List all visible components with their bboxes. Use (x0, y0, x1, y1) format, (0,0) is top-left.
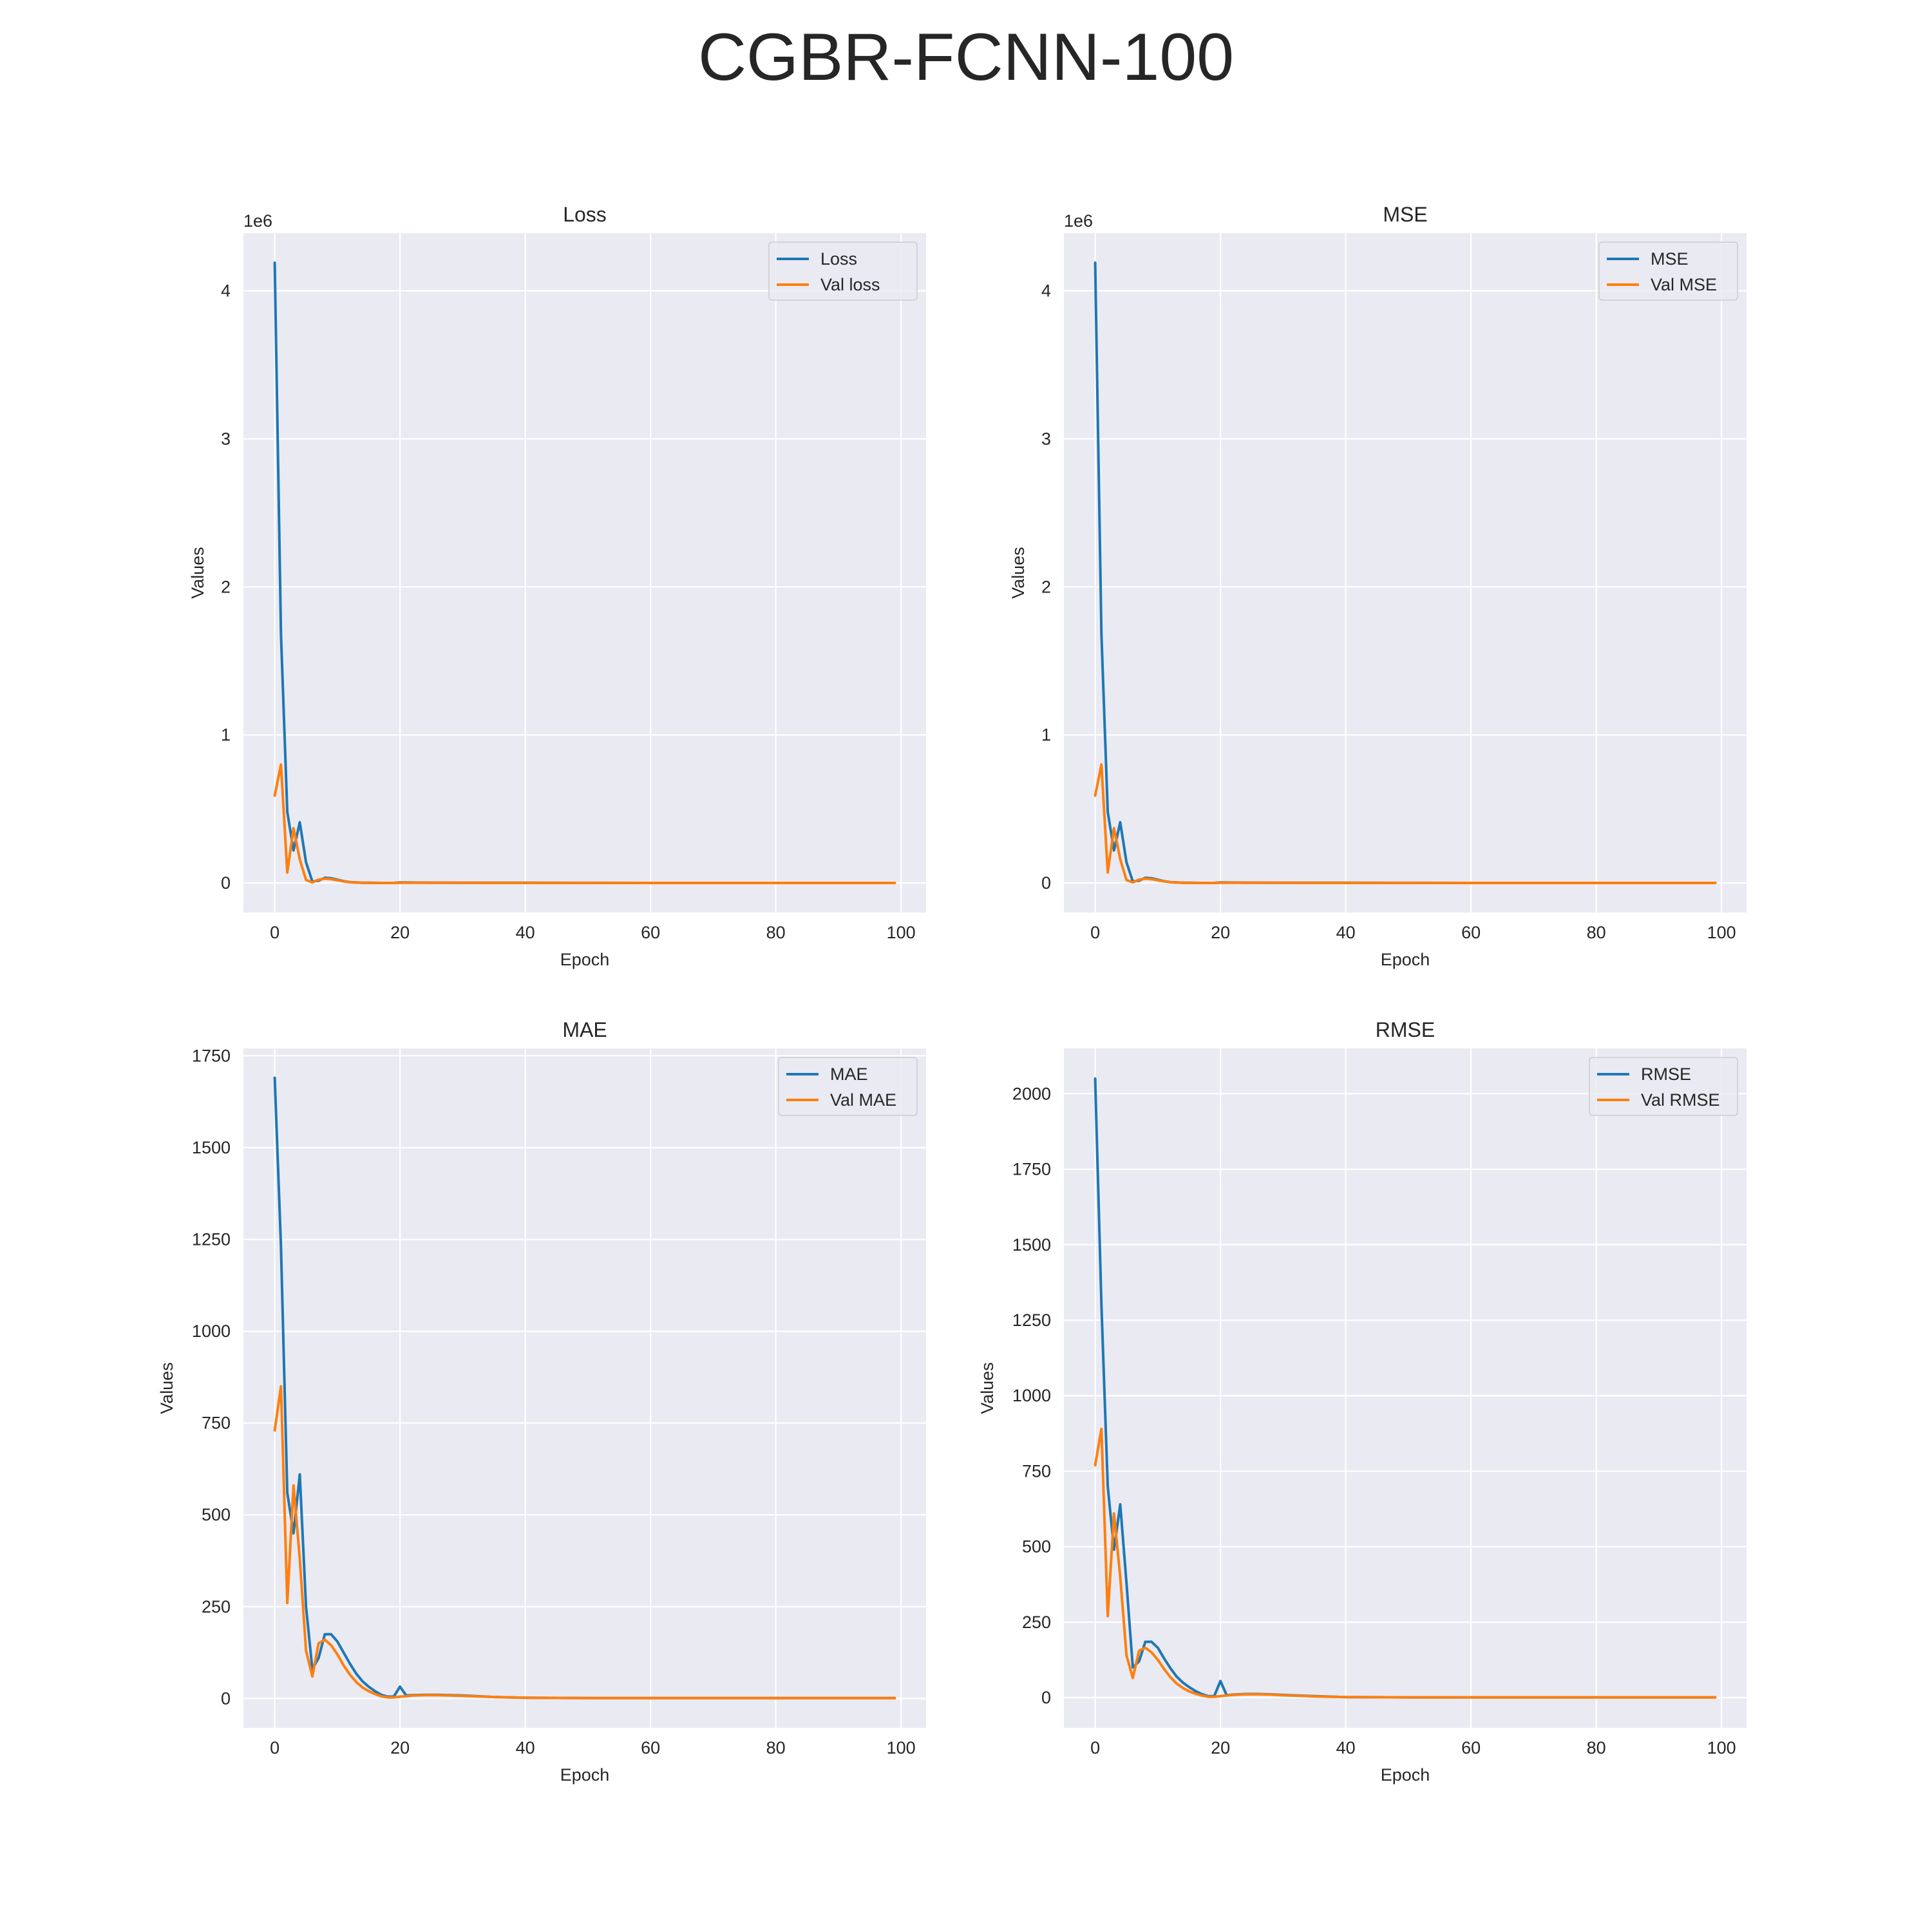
legend: MAE Val MAE (778, 1057, 918, 1116)
legend-label: MAE (830, 1065, 868, 1084)
x-tick-label: 100 (1707, 923, 1736, 942)
x-axis-label: Epoch (1381, 1765, 1430, 1785)
x-tick-label: 80 (766, 923, 786, 942)
y-tick-label: 1750 (1012, 1160, 1051, 1179)
subplot-rmse: 0 20 40 60 80 1000250500750100012501500175020… (978, 1018, 1747, 1785)
subplot-title: Loss (563, 203, 607, 226)
x-tick-label: 20 (1211, 1738, 1230, 1757)
y-tick-label: 1000 (192, 1321, 231, 1341)
y-axis-label: Values (1009, 547, 1028, 599)
x-tick-label: 20 (390, 923, 410, 942)
x-tick-label: 20 (1211, 923, 1230, 942)
x-tick-label: 60 (1461, 923, 1481, 942)
y-tick-label: 1 (221, 725, 231, 744)
y-tick-label: 1250 (192, 1230, 231, 1249)
x-tick-label: 0 (1090, 1738, 1100, 1757)
legend: Loss Val loss (768, 242, 918, 301)
series-line-val-loss (273, 763, 896, 884)
y-tick-label: 0 (221, 873, 231, 893)
y-tick-label: 500 (1022, 1537, 1051, 1557)
y-tick-label: 500 (202, 1505, 231, 1524)
y-tick-label: 2 (221, 577, 231, 596)
x-tick-label: 60 (641, 1738, 660, 1757)
y-tick-label: 0 (1041, 1688, 1051, 1707)
y-axis-label: Values (188, 547, 207, 599)
legend-label: Loss (820, 249, 857, 269)
x-tick-label: 20 (390, 1738, 410, 1757)
x-tick-label: 0 (270, 1738, 279, 1757)
y-tick-label: 1500 (192, 1138, 231, 1157)
legend-label: Val MAE (830, 1090, 896, 1110)
y-axis-label: Values (157, 1362, 176, 1414)
legend-label: MSE (1651, 249, 1689, 269)
x-tick-label: 60 (641, 923, 660, 942)
y-tick-label: 750 (202, 1414, 231, 1433)
subplot-mse: 0 20 40 60 80 100 0 1 2 3 4 MSE Epoch Values 1e6 MSE Val… (1009, 203, 1747, 969)
x-tick-label: 40 (516, 923, 535, 942)
y-tick-label: 250 (1022, 1613, 1051, 1632)
series-line-val-mse (1094, 763, 1717, 884)
y-tick-label: 1000 (1012, 1386, 1051, 1405)
legend-label: Val MSE (1651, 275, 1717, 294)
subplot-title: RMSE (1376, 1018, 1435, 1041)
subplot-mae: 0 20 40 60 80 10002505007501000125015001750MA… (157, 1018, 926, 1785)
subplot-title: MSE (1383, 203, 1427, 226)
y-tick-label: 1250 (1012, 1311, 1051, 1330)
y-tick-label: 750 (1022, 1461, 1051, 1481)
x-tick-label: 40 (1336, 1738, 1356, 1757)
figure-title: CGBR-FCNN-100 (697, 20, 1235, 95)
x-axis-label: Epoch (1381, 950, 1430, 969)
legend: MSE Val MSE (1598, 242, 1738, 301)
y-tick-label: 3 (1041, 429, 1051, 448)
plot-area (1064, 233, 1747, 913)
x-tick-label: 80 (766, 1738, 786, 1757)
y-tick-label: 1750 (192, 1046, 231, 1065)
series-line-val-rmse (1094, 1427, 1717, 1699)
legend-label: Val loss (820, 275, 880, 294)
x-tick-label: 100 (1707, 1738, 1736, 1757)
legend: RMSE Val RMSE (1589, 1057, 1738, 1116)
x-tick-label: 60 (1461, 1738, 1481, 1757)
legend-label: RMSE (1641, 1065, 1691, 1084)
y-tick-label: 0 (221, 1689, 231, 1708)
x-tick-label: 40 (1336, 923, 1356, 942)
y-tick-label: 250 (202, 1597, 231, 1616)
subplot-title: MAE (562, 1018, 607, 1041)
y-tick-label: 2 (1041, 577, 1051, 596)
y-tick-label: 0 (1041, 873, 1051, 893)
y-tick-label: 1 (1041, 725, 1051, 744)
x-tick-label: 80 (1587, 923, 1606, 942)
y-tick-label: 4 (1041, 281, 1051, 301)
y-tick-label: 3 (221, 429, 231, 448)
x-tick-label: 100 (887, 923, 916, 942)
legend-label: Val RMSE (1641, 1090, 1720, 1110)
plot-area (1064, 1048, 1747, 1728)
plot-area (243, 1048, 926, 1728)
plot-area (243, 233, 926, 913)
x-axis-label: Epoch (560, 1765, 610, 1785)
y-tick-label: 4 (221, 281, 231, 301)
x-tick-label: 80 (1587, 1738, 1606, 1757)
x-tick-label: 0 (270, 923, 279, 942)
x-tick-label: 100 (887, 1738, 916, 1757)
y-axis-label: Values (978, 1362, 997, 1414)
y-offset-label: 1e6 (243, 211, 272, 231)
series-line-val-mae (273, 1385, 896, 1700)
subplot-loss: 0 20 40 60 80 100 0 1 2 3 4 Loss Epoch Values 1e6 Loss V… (188, 203, 926, 969)
y-tick-label: 1500 (1012, 1235, 1051, 1255)
x-axis-label: Epoch (560, 950, 610, 969)
x-tick-label: 0 (1090, 923, 1100, 942)
x-tick-label: 40 (516, 1738, 535, 1757)
y-offset-label: 1e6 (1064, 211, 1093, 231)
y-tick-label: 2000 (1012, 1084, 1051, 1103)
